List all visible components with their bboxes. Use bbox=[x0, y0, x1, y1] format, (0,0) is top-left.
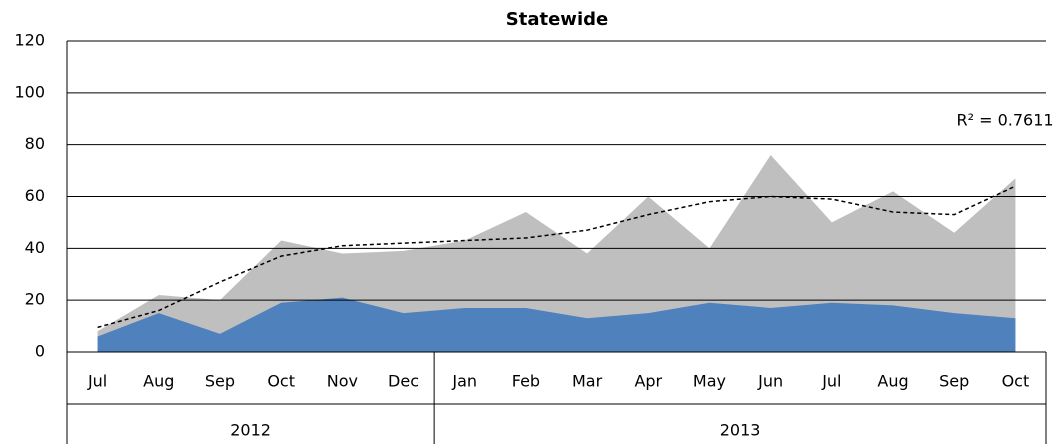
x-tick-label: Aug bbox=[143, 372, 174, 391]
trendline-label: R² = 0.7611 bbox=[956, 111, 1053, 130]
x-tick-label: Nov bbox=[327, 372, 358, 391]
x-tick-label: Aug bbox=[877, 372, 908, 391]
x-tick-label: Jul bbox=[87, 372, 107, 391]
x-tick-label: May bbox=[693, 372, 726, 391]
x-tick-label: Jan bbox=[451, 372, 477, 391]
area bbox=[97, 297, 1016, 352]
x-tick-label: Oct bbox=[267, 372, 295, 391]
x-group-label: 2012 bbox=[230, 421, 271, 440]
trendline bbox=[97, 185, 1016, 329]
x-tick-label: Dec bbox=[388, 372, 419, 391]
x-tick-label: Mar bbox=[572, 372, 603, 391]
x-tick-label: Jun bbox=[757, 372, 783, 391]
x-tick-label: Apr bbox=[634, 372, 662, 391]
x-tick-label: Sep bbox=[939, 372, 969, 391]
y-tick-label: 120 bbox=[14, 31, 45, 50]
x-tick-label: Sep bbox=[205, 372, 235, 391]
chart-title: Statewide bbox=[506, 9, 608, 30]
x-tick-label: Oct bbox=[1002, 372, 1030, 391]
y-tick-label: 0 bbox=[35, 342, 45, 361]
x-tick-label: Feb bbox=[512, 372, 540, 391]
x-tick-label: Jul bbox=[821, 372, 841, 391]
y-tick-label: 60 bbox=[25, 186, 45, 205]
y-tick-label: 80 bbox=[25, 134, 45, 153]
x-group-label: 2013 bbox=[720, 421, 761, 440]
y-tick-label: 100 bbox=[14, 82, 45, 101]
y-tick-label: 40 bbox=[25, 238, 45, 257]
y-tick-label: 20 bbox=[25, 290, 45, 309]
